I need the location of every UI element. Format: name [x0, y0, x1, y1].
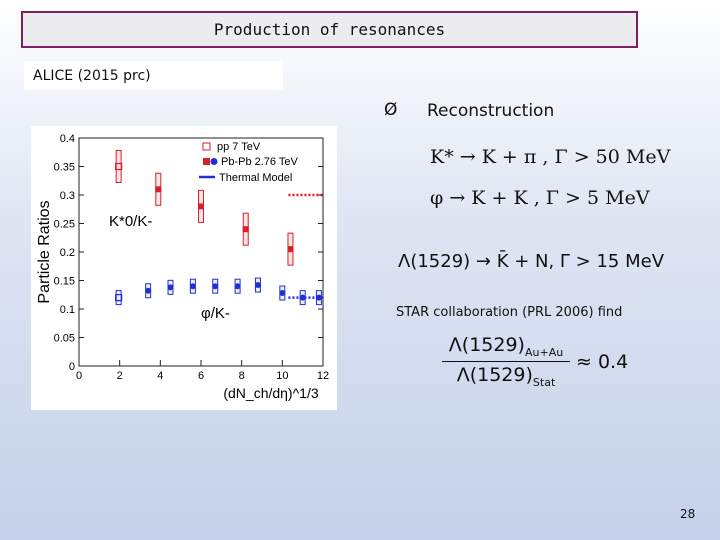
slide-title: Production of resonances	[21, 11, 638, 48]
y-tick-label: 0.3	[60, 190, 75, 202]
error-box	[115, 150, 122, 183]
y-tick-label: 0	[69, 361, 75, 373]
legend-marker-pbpb-blue	[210, 158, 218, 165]
data-point-pbpb-phi	[167, 284, 174, 291]
particle-ratio-chart: 0 0.05 0.1 0.15 0.2 0.25 0.3 0.35 0.4 0 2 4 6 8 10 12 Pa…	[36, 133, 329, 401]
x-tick-label: 0	[76, 370, 82, 382]
x-tick-label: 6	[198, 370, 204, 382]
data-point-pbpb-phi	[279, 290, 286, 297]
data-point-pbpb-phi	[315, 294, 322, 301]
x-tick-label: 12	[317, 370, 329, 382]
y-tick-label: 0.1	[60, 304, 75, 316]
data-point-pbpb-kstar	[155, 186, 162, 193]
data-point-pbpb-kstar	[287, 246, 294, 253]
y-tick-label: 0.2	[60, 247, 75, 259]
y-tick-label: 0.15	[54, 276, 75, 288]
error-box	[115, 290, 122, 306]
data-point-pbpb-phi	[254, 282, 261, 289]
bullet-reconstruction: Reconstruction	[427, 101, 555, 121]
data-point-pbpb-phi	[145, 287, 152, 294]
ratio-denominator: Λ(1529)	[456, 364, 533, 387]
annotation-phi: φ/K-	[201, 305, 230, 322]
x-tick-label: 10	[276, 370, 288, 382]
legend-entry-pbpb: Pb-Pb 2.76 TeV	[221, 156, 299, 168]
ratio-value: ≈ 0.4	[576, 350, 629, 373]
x-tick-label: 4	[157, 370, 163, 382]
ratio-numerator: Λ(1529)	[448, 334, 525, 356]
x-tick-label: 8	[239, 370, 245, 382]
x-tick-label: 2	[117, 370, 123, 382]
y-axis-label: Particle Ratios	[36, 200, 53, 303]
legend-entry-pp: pp 7 TeV	[217, 141, 261, 153]
y-tick-label: 0.4	[60, 133, 75, 145]
page-number: 28	[680, 507, 696, 521]
legend-marker-pbpb-red	[203, 158, 210, 165]
x-axis-label: (dN_ch/dη)^1/3	[223, 385, 319, 401]
particle-ratio-figure: 0 0.05 0.1 0.15 0.2 0.25 0.3 0.35 0.4 0 2 4 6 8 10 12 Pa…	[31, 126, 337, 410]
star-collaboration-note: STAR collaboration (PRL 2006) find	[396, 305, 623, 320]
legend-entry-thermal: Thermal Model	[219, 172, 292, 184]
y-tick-label: 0.35	[54, 162, 75, 174]
y-tick-label: 0.05	[54, 333, 75, 345]
data-point-pp	[115, 162, 123, 171]
data-point-pbpb-kstar	[198, 203, 204, 210]
ratio-numerator-subscript: Au+Au	[524, 345, 564, 359]
slide-subtitle: ALICE (2015 prc)	[24, 61, 283, 90]
fraction-bar	[442, 360, 570, 363]
ratio-denominator-subscript: Stat	[532, 376, 556, 390]
data-point-pbpb-phi	[234, 283, 241, 290]
formula-lambda-decay: Λ(1529) → K̄ + N, Γ > 15 MeV	[398, 251, 665, 272]
lambda-yield-ratio: Λ(1529)Au+Au Λ(1529)Stat ≈ 0.4	[442, 334, 628, 389]
legend-marker-pp	[202, 142, 211, 151]
y-tick-label: 0.25	[54, 219, 75, 231]
data-point-pbpb-kstar	[242, 226, 249, 233]
annotation-kstar: K*0/K-	[109, 213, 152, 230]
data-point-pbpb-phi	[189, 283, 196, 290]
data-point-pbpb-phi	[299, 294, 306, 301]
formula-kstar-decay: K* → K + π , Γ > 50 MeV	[430, 146, 671, 168]
data-point-pbpb-phi	[212, 283, 219, 290]
formula-phi-decay: φ → K + K , Γ > 5 MeV	[430, 187, 650, 209]
bullet-arrow-icon: Ø	[384, 100, 398, 120]
data-point-pp	[115, 294, 123, 302]
